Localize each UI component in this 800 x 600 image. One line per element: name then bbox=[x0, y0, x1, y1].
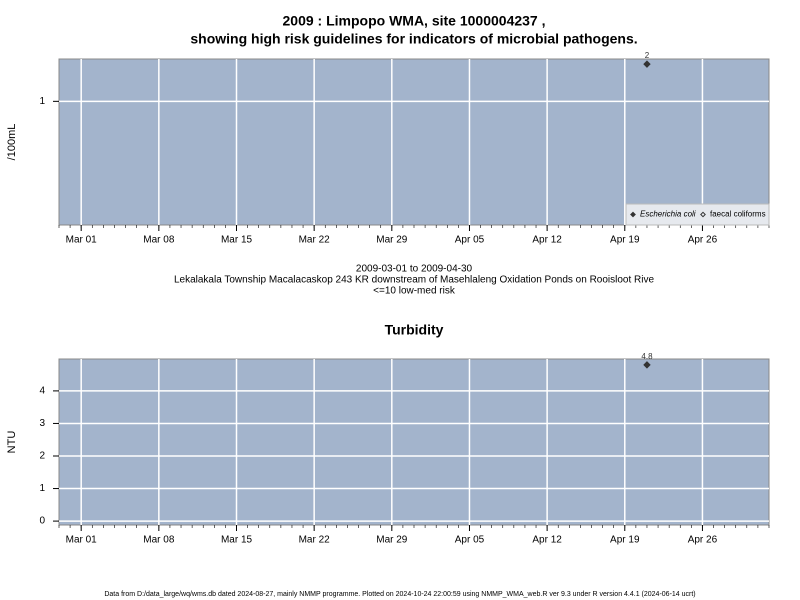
legend-box bbox=[625, 203, 770, 226]
y-tick-label: 4 bbox=[39, 386, 45, 397]
x-tick-label: Mar 08 bbox=[143, 235, 175, 246]
data-label: 4.8 bbox=[641, 352, 653, 361]
y-tick-label: 1 bbox=[39, 96, 45, 107]
x-tick-label: Apr 05 bbox=[455, 235, 485, 246]
y-axis-label: NTU bbox=[6, 431, 18, 454]
footer: Data from D:/data_large/wq/wms.db dated … bbox=[104, 591, 695, 598]
x-tick-label: Mar 22 bbox=[299, 535, 331, 546]
caption: 2009-03-01 to 2009-04-30 bbox=[356, 264, 473, 275]
x-tick-label: Apr 26 bbox=[688, 235, 718, 246]
chart-title: 2009 : Limpopo WMA, site 1000004237 , bbox=[283, 13, 546, 29]
legend-label: Escherichia coli bbox=[640, 210, 696, 219]
legend-marker bbox=[630, 211, 636, 218]
y-tick-label: 3 bbox=[39, 418, 45, 429]
x-tick-label: Apr 05 bbox=[455, 535, 485, 546]
x-tick-label: Mar 22 bbox=[299, 235, 331, 246]
chart-title: showing high risk guidelines for indicat… bbox=[190, 31, 637, 47]
legend-marker bbox=[700, 211, 706, 218]
caption: Lekalakala Township Macalacaskop 243 KR … bbox=[174, 275, 655, 286]
y-axis-label: /100mL bbox=[6, 124, 18, 161]
y-tick-label: 0 bbox=[39, 516, 45, 527]
data-label: 2 bbox=[645, 51, 650, 60]
x-tick-label: Apr 12 bbox=[532, 235, 562, 246]
plot-area bbox=[58, 58, 770, 226]
x-tick-label: Apr 19 bbox=[610, 535, 640, 546]
x-tick-label: Mar 29 bbox=[376, 535, 408, 546]
x-tick-label: Mar 29 bbox=[376, 235, 408, 246]
y-tick-label: 2 bbox=[39, 451, 45, 462]
data-point bbox=[643, 361, 651, 369]
plot-area bbox=[58, 358, 770, 526]
x-tick-label: Apr 12 bbox=[532, 535, 562, 546]
x-tick-label: Apr 26 bbox=[688, 535, 718, 546]
x-tick-label: Mar 08 bbox=[143, 535, 175, 546]
legend-label: faecal coliforms bbox=[710, 210, 766, 219]
x-tick-label: Mar 15 bbox=[221, 235, 253, 246]
x-tick-label: Mar 01 bbox=[66, 535, 98, 546]
x-tick-label: Mar 15 bbox=[221, 535, 253, 546]
y-tick-label: 1 bbox=[39, 483, 45, 494]
x-tick-label: Mar 01 bbox=[66, 235, 98, 246]
caption: <=10 low-med risk bbox=[373, 286, 456, 297]
x-tick-label: Apr 19 bbox=[610, 235, 640, 246]
data-point bbox=[643, 60, 651, 68]
chart-title: Turbidity bbox=[385, 322, 444, 338]
